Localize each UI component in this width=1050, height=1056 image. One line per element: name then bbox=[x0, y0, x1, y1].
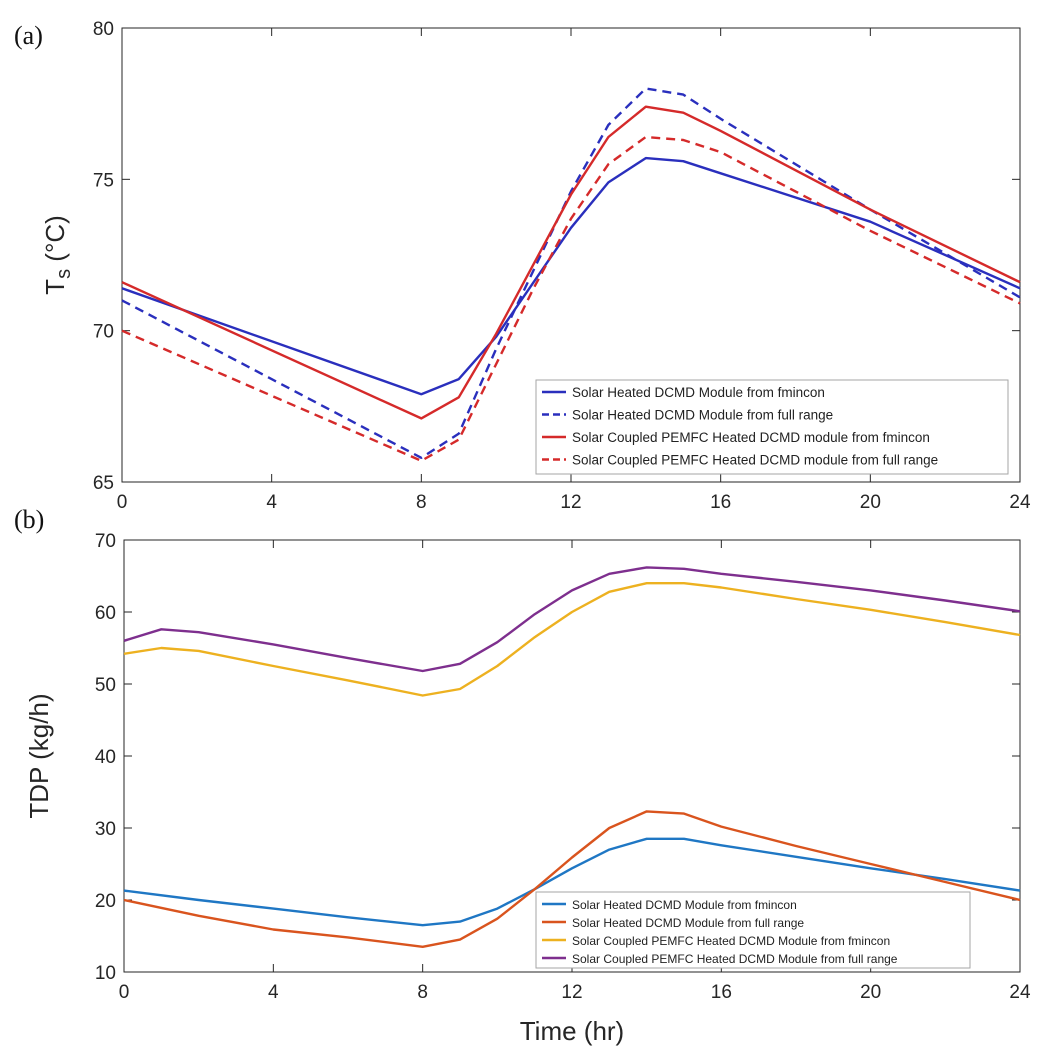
x-tick-label: 24 bbox=[1009, 982, 1031, 1003]
panel-label: (a) bbox=[14, 21, 43, 50]
x-axis-label: Time (hr) bbox=[520, 1016, 624, 1046]
legend-box bbox=[535, 891, 971, 969]
series-line-2 bbox=[121, 87, 1021, 459]
panel-label: (b) bbox=[14, 505, 44, 534]
y-tick-label: 10 bbox=[95, 963, 116, 984]
y-tick-label: 70 bbox=[95, 531, 116, 552]
legend-entry: Solar Coupled PEMFC Heated DCMD module f… bbox=[572, 430, 930, 445]
legend-entry: Solar Coupled PEMFC Heated DCMD Module f… bbox=[572, 952, 898, 966]
y-tick-label: 60 bbox=[95, 603, 116, 624]
legend-entry: Solar Heated DCMD Module from fmincon bbox=[572, 898, 797, 912]
legend-entry: Solar Coupled PEMFC Heated DCMD module f… bbox=[572, 453, 938, 468]
legend-entry: Solar Heated DCMD Module from full range bbox=[572, 916, 804, 930]
x-tick-label: 16 bbox=[711, 982, 732, 1003]
y-tick-label: 20 bbox=[95, 891, 116, 912]
series-line-4 bbox=[121, 135, 1021, 462]
series-line-1 bbox=[123, 837, 1021, 927]
series-line-3 bbox=[121, 105, 1021, 420]
series-line-3 bbox=[123, 582, 1021, 697]
y-tick-label: 40 bbox=[95, 747, 116, 768]
chart-panel-b: (b) 0 4 8 12 16 20 24 10 20 30 40 50 60 70 TDP (kg/h) Ti… bbox=[14, 505, 1031, 1046]
legend: Solar Heated DCMD Module from fmincon Sol… bbox=[535, 891, 971, 969]
y-tick-label: 50 bbox=[95, 675, 116, 696]
legend-box bbox=[535, 379, 1009, 475]
y-axis-label: TDP (kg/h) bbox=[24, 693, 54, 818]
x-tick-label: 12 bbox=[561, 982, 582, 1003]
series-line-4 bbox=[123, 566, 1021, 673]
series-line-2 bbox=[123, 810, 1021, 948]
x-tick-label: 12 bbox=[560, 492, 581, 513]
x-tick-label: 4 bbox=[266, 492, 277, 513]
legend-entry: Solar Coupled PEMFC Heated DCMD Module f… bbox=[572, 934, 890, 948]
x-tick-label: 0 bbox=[119, 982, 130, 1003]
x-tick-label: 4 bbox=[268, 982, 279, 1003]
series-line-1 bbox=[121, 156, 1021, 396]
y-tick-label: 70 bbox=[93, 322, 114, 343]
legend: Solar Heated DCMD Module from fmincon Sol… bbox=[535, 379, 1009, 475]
x-tick-label: 0 bbox=[117, 492, 128, 513]
x-tick-label: 20 bbox=[860, 492, 881, 513]
x-tick-label: 8 bbox=[417, 982, 428, 1003]
x-tick-label: 16 bbox=[710, 492, 731, 513]
y-tick-label: 80 bbox=[93, 19, 114, 40]
x-tick-label: 8 bbox=[416, 492, 427, 513]
x-tick-label: 24 bbox=[1009, 492, 1031, 513]
y-tick-label: 75 bbox=[93, 170, 114, 191]
y-tick-label: 30 bbox=[95, 819, 116, 840]
legend-entry: Solar Heated DCMD Module from fmincon bbox=[572, 385, 825, 400]
legend-entry: Solar Heated DCMD Module from full range bbox=[572, 408, 833, 423]
y-axis-label: Ts (°C) bbox=[40, 215, 75, 295]
x-tick-label: 20 bbox=[860, 982, 881, 1003]
y-tick-label: 65 bbox=[93, 473, 114, 494]
chart-panel-a: (a) 0 4 8 12 16 20 24 65 70 75 80 Ts (°C) Solar Heate… bbox=[14, 19, 1031, 513]
